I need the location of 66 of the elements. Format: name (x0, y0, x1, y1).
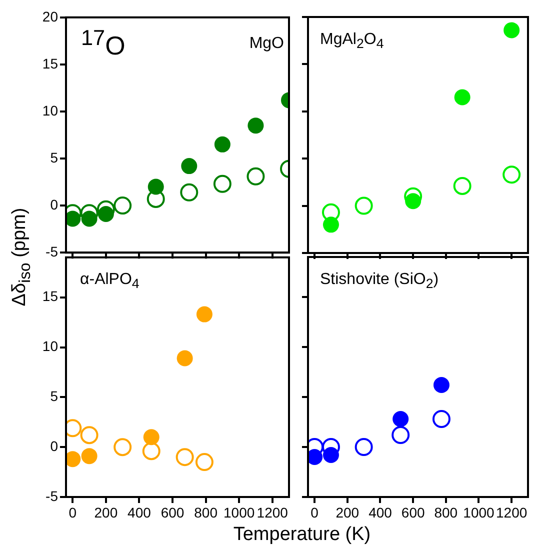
point (213, 174, 232, 193)
point (98, 206, 114, 222)
x-tick-label: 400 (128, 504, 152, 520)
x-axis-title: Temperature (K) (233, 524, 371, 545)
y-tick-label: 20 (42, 8, 58, 24)
point (214, 136, 230, 152)
y-tick-label: -5 (46, 243, 58, 260)
annotation: $^{17}$O (81, 25, 126, 62)
y-tick-label: -5 (46, 488, 58, 504)
y-tick-label: 5 (50, 149, 58, 166)
x-tick-label: 600 (401, 504, 425, 520)
point (322, 216, 339, 233)
y-tick-label: 15 (42, 288, 58, 304)
point (433, 377, 450, 393)
x-tick-label: 1000 (463, 504, 495, 520)
point (181, 158, 198, 174)
x-tick-label: 600 (160, 504, 184, 520)
x-tick-label: 1000 (223, 504, 255, 520)
x-tick-label: 800 (434, 504, 458, 520)
x-tick-label: 1200 (496, 504, 528, 520)
point (180, 183, 198, 202)
point (405, 193, 422, 210)
point (143, 429, 160, 446)
x-tick-label: 1200 (256, 504, 288, 520)
point (66, 451, 81, 468)
y-tick-label: 15 (42, 55, 58, 72)
point (504, 22, 520, 38)
point (392, 426, 410, 444)
point (81, 210, 98, 227)
point (176, 448, 194, 466)
point (246, 167, 265, 186)
point (322, 447, 339, 463)
point (176, 350, 193, 366)
point (392, 411, 409, 427)
x-tick-label: 200 (94, 504, 118, 520)
x-tick-label: 0 (310, 504, 319, 520)
point (114, 438, 132, 456)
annotation: MgAl$_{2}$O$_{4}$ (320, 31, 384, 52)
y-tick-label: 5 (50, 388, 58, 404)
x-tick-label: 800 (194, 504, 218, 520)
y-tick-label: 0 (50, 438, 58, 454)
y-tick-label: 10 (42, 102, 58, 118)
x-tick-label: 400 (368, 504, 392, 520)
point (454, 89, 470, 106)
point (354, 196, 373, 215)
x-tick-label: 0 (68, 504, 77, 520)
point (148, 178, 164, 195)
y-tick-label: 0 (50, 196, 58, 212)
point (114, 196, 132, 215)
annotation: MgO (249, 35, 284, 53)
point (81, 448, 98, 464)
annotation: α-AlPO$_{4}$ (80, 271, 140, 292)
point (354, 438, 373, 456)
point (453, 176, 472, 195)
point (248, 118, 264, 134)
point (308, 449, 323, 465)
point (196, 306, 212, 322)
point (195, 453, 214, 472)
point (142, 442, 160, 460)
y-tick-label: 10 (42, 338, 58, 354)
x-tick-label: 200 (336, 504, 360, 520)
point (502, 166, 521, 184)
point (432, 410, 450, 428)
annotation: Stishovite (SiO$_{2}$) (320, 271, 439, 292)
point (80, 426, 98, 444)
point (66, 210, 81, 227)
